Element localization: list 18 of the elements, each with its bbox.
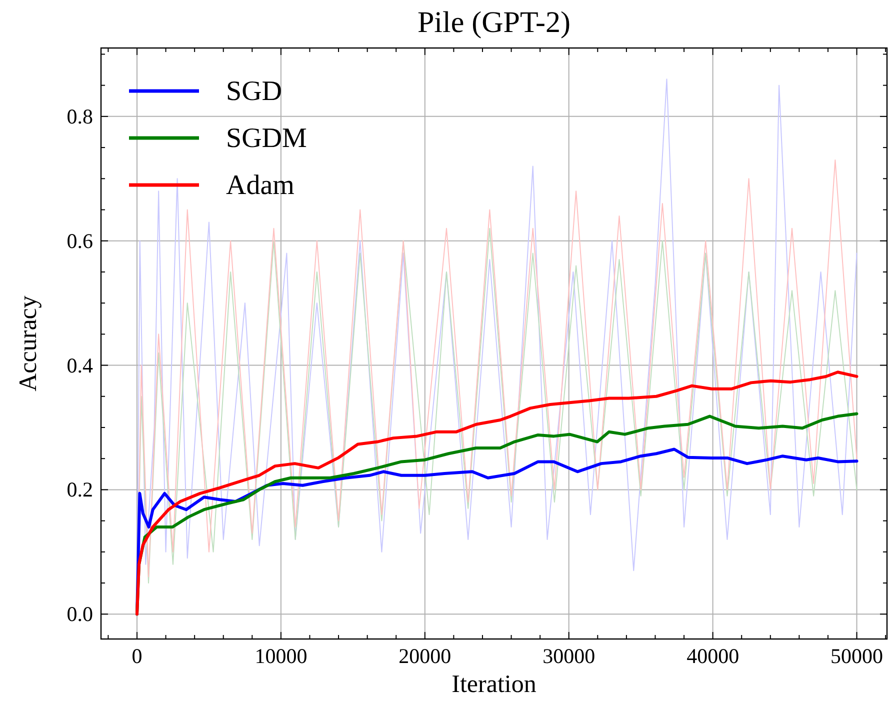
y-axis-title: Accuracy — [15, 295, 42, 392]
x-tick-label: 40000 — [686, 644, 740, 668]
y-tick-label: 0.4 — [66, 353, 94, 378]
legend-label: SGDM — [226, 123, 308, 154]
x-tick-label: 0 — [132, 644, 142, 668]
x-tick-label: 10000 — [254, 644, 308, 668]
legend-label: SGD — [226, 76, 282, 107]
line-series — [135, 370, 858, 616]
chart-title: Pile (GPT-2) — [417, 6, 571, 39]
y-tick-label: 0.2 — [66, 478, 93, 502]
x-axis-title: Iteration — [452, 671, 537, 698]
x-tick-label: 30000 — [542, 644, 596, 668]
x-tick-label: 20000 — [398, 644, 452, 668]
y-tick-label: 0.0 — [66, 602, 93, 626]
x-tick-label: 50000 — [830, 644, 884, 668]
legend-label: Adam — [226, 170, 295, 201]
y-tick-label: 0.6 — [66, 228, 93, 253]
y-tick-label: 0.8 — [66, 104, 93, 128]
